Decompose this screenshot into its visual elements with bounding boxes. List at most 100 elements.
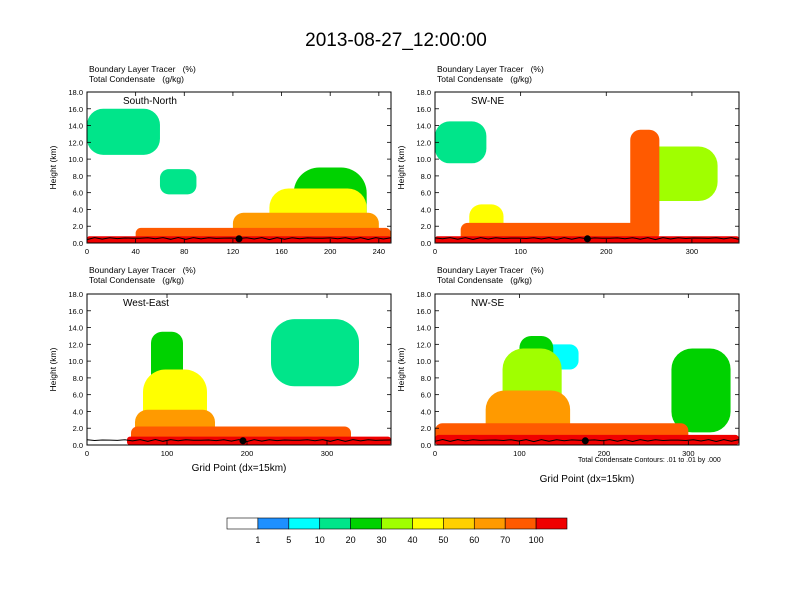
colorbar-swatch xyxy=(412,517,444,530)
y-tick-label: 16.0 xyxy=(68,105,83,114)
footnote: Total Condensate Contours: .01 to .01 by… xyxy=(578,457,721,464)
y-tick-label: 14.0 xyxy=(68,122,83,131)
panel4-field-label-2: Total Condensate (g/kg) xyxy=(437,275,532,285)
panel-title: South-North xyxy=(123,96,177,107)
y-tick-label: 4.0 xyxy=(73,205,83,214)
colorbar-label: 20 xyxy=(346,535,356,545)
colorbar-swatch xyxy=(381,517,413,530)
y-tick-label: 18.0 xyxy=(68,88,83,97)
colorbar-swatch xyxy=(226,517,259,530)
panels-layer: 0.0 2.0 4.0 6.0 8.0 10.0 12.0 14.0 16.0 18.0 0 40 80… xyxy=(48,88,740,485)
x-tick-label: 160 xyxy=(275,247,288,256)
colorbar-swatch xyxy=(443,517,475,530)
panel-1: 0.0 2.0 4.0 6.0 8.0 10.0 12.0 14.0 16.0 18.0 0 40 80… xyxy=(48,88,392,256)
panel2-unit-tracer: (%) xyxy=(530,64,544,74)
colorbar-swatch xyxy=(257,517,290,530)
colorbar-swatch xyxy=(350,517,382,530)
x-axis-label: Grid Point (dx=15km) xyxy=(192,463,287,474)
colorbar-swatch xyxy=(288,517,321,530)
colorbar-swatch xyxy=(473,517,506,530)
panel2-unit-condensate: (g/kg) xyxy=(510,74,532,84)
y-tick-label: 18.0 xyxy=(68,290,83,299)
panel-4: 0.0 2.0 4.0 6.0 8.0 10.0 12.0 14.0 16.0 18.0 0 100 2… xyxy=(396,290,740,485)
x-tick-label: 300 xyxy=(321,449,334,458)
panel3-label-tracer: Boundary Layer Tracer xyxy=(89,265,176,275)
colorbar-label: 10 xyxy=(315,535,325,545)
y-tick-label: 2.0 xyxy=(421,424,431,433)
y-tick-label: 14.0 xyxy=(416,324,431,333)
x-tick-label: 100 xyxy=(161,449,174,458)
panel1-unit-condensate: (g/kg) xyxy=(162,74,184,84)
panel-2: 0.0 2.0 4.0 6.0 8.0 10.0 12.0 14.0 16.0 18.0 0 100 2… xyxy=(396,88,740,256)
y-tick-label: 2.0 xyxy=(73,424,83,433)
y-tick-label: 16.0 xyxy=(416,307,431,316)
colorbar-label: 40 xyxy=(407,535,417,545)
panel4-label-tracer: Boundary Layer Tracer xyxy=(437,265,524,275)
colorbar-label: 30 xyxy=(377,535,387,545)
y-axis-label: Height (km) xyxy=(396,145,406,189)
colorbar: 1 5 10 20 30 40 50 60 70 100 xyxy=(226,517,568,545)
location-marker xyxy=(235,235,243,243)
tracer-region xyxy=(640,146,718,202)
y-tick-label: 8.0 xyxy=(421,374,431,383)
colorbar-label: 100 xyxy=(529,535,544,545)
x-tick-label: 0 xyxy=(433,449,437,458)
y-tick-label: 0.0 xyxy=(73,441,83,450)
panel2-label-tracer: Boundary Layer Tracer xyxy=(437,64,524,74)
colorbar-label: 1 xyxy=(255,535,260,545)
panel4-field-label-1: Boundary Layer Tracer (%) xyxy=(437,265,544,275)
y-axis-label: Height (km) xyxy=(48,347,58,391)
y-axis-label: Height (km) xyxy=(396,347,406,391)
x-tick-label: 80 xyxy=(180,247,188,256)
y-tick-label: 4.0 xyxy=(421,205,431,214)
panel-title: West-East xyxy=(123,298,169,309)
location-marker xyxy=(239,437,247,445)
plot-frame xyxy=(86,293,392,446)
colorbar-label: 5 xyxy=(286,535,291,545)
y-tick-label: 14.0 xyxy=(416,122,431,131)
y-tick-label: 4.0 xyxy=(421,407,431,416)
tracer-region xyxy=(630,129,660,243)
panel4-unit-tracer: (%) xyxy=(530,265,544,275)
x-tick-label: 0 xyxy=(433,247,437,256)
y-tick-label: 14.0 xyxy=(68,324,83,333)
panel3-field-label-2: Total Condensate (g/kg) xyxy=(89,275,184,285)
panel-title: SW-NE xyxy=(471,96,504,107)
tracer-region xyxy=(671,348,731,433)
x-tick-label: 0 xyxy=(85,449,89,458)
x-tick-label: 200 xyxy=(241,449,254,458)
panel2-field-label-2: Total Condensate (g/kg) xyxy=(437,74,532,84)
x-tick-label: 100 xyxy=(513,449,526,458)
y-tick-label: 12.0 xyxy=(416,340,431,349)
location-marker xyxy=(583,235,591,243)
colorbar-swatch xyxy=(504,517,537,530)
y-tick-label: 2.0 xyxy=(73,222,83,231)
y-tick-label: 2.0 xyxy=(421,222,431,231)
terrain-line xyxy=(86,438,392,443)
panel1-unit-tracer: (%) xyxy=(182,64,196,74)
y-tick-label: 0.0 xyxy=(421,441,431,450)
x-tick-label: 100 xyxy=(514,247,527,256)
y-tick-label: 10.0 xyxy=(416,155,431,164)
panel3-label-condensate: Total Condensate xyxy=(89,275,156,285)
y-tick-label: 4.0 xyxy=(73,407,83,416)
panel2-field-label-1: Boundary Layer Tracer (%) xyxy=(437,64,544,74)
y-tick-label: 6.0 xyxy=(421,189,431,198)
panel-3: 0.0 2.0 4.0 6.0 8.0 10.0 12.0 14.0 16.0 18.0 0 100 2… xyxy=(48,290,392,474)
y-tick-label: 16.0 xyxy=(416,105,431,114)
figure-title: 2013-08-27_12:00:00 xyxy=(305,30,487,51)
plot-frame xyxy=(434,91,740,244)
colorbar-label: 50 xyxy=(438,535,448,545)
y-tick-label: 10.0 xyxy=(416,357,431,366)
x-tick-label: 200 xyxy=(598,449,611,458)
x-tick-label: 240 xyxy=(373,247,386,256)
x-tick-label: 200 xyxy=(324,247,337,256)
y-tick-label: 8.0 xyxy=(421,172,431,181)
y-tick-label: 0.0 xyxy=(73,239,83,248)
panel4-label-condensate: Total Condensate xyxy=(437,275,504,285)
y-tick-label: 16.0 xyxy=(68,307,83,316)
x-tick-label: 300 xyxy=(686,247,699,256)
y-tick-label: 12.0 xyxy=(68,138,83,147)
y-tick-label: 10.0 xyxy=(68,155,83,164)
